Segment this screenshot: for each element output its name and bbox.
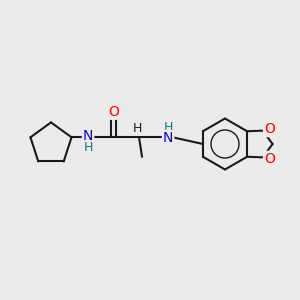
Text: N: N bbox=[83, 129, 93, 143]
Text: N: N bbox=[163, 131, 173, 145]
Text: O: O bbox=[264, 152, 275, 166]
Text: H: H bbox=[83, 141, 93, 154]
Text: O: O bbox=[264, 122, 275, 136]
Text: O: O bbox=[108, 105, 119, 119]
Text: H: H bbox=[164, 121, 173, 134]
Text: H: H bbox=[133, 122, 142, 135]
